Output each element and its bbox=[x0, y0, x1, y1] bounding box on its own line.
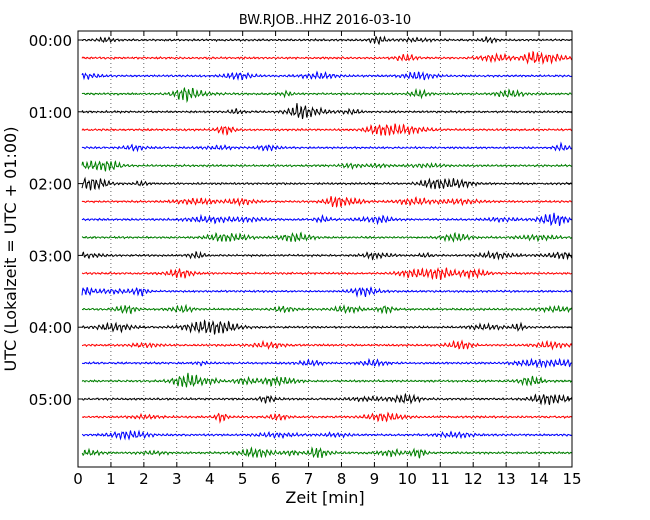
y-tick-label: 03:00 bbox=[29, 247, 72, 265]
x-tick-label: 8 bbox=[337, 470, 347, 488]
x-tick-label: 11 bbox=[431, 470, 450, 488]
x-tick-label: 12 bbox=[464, 470, 483, 488]
grid-lines bbox=[110, 31, 540, 467]
trace-line bbox=[81, 35, 573, 46]
trace-line bbox=[81, 372, 573, 388]
x-tick-label: 9 bbox=[370, 470, 380, 488]
trace-line bbox=[81, 303, 573, 315]
trace-line bbox=[81, 429, 573, 441]
trace-line bbox=[81, 103, 573, 120]
trace-line bbox=[81, 286, 573, 298]
x-tick-label: 4 bbox=[205, 470, 215, 488]
x-tick-label: 3 bbox=[172, 470, 182, 488]
trace-line bbox=[81, 250, 573, 261]
trace-line bbox=[81, 123, 573, 136]
trace-line bbox=[81, 160, 573, 172]
y-tick-label: 05:00 bbox=[29, 391, 72, 409]
x-tick-label: 1 bbox=[106, 470, 116, 488]
y-tick-label: 00:00 bbox=[29, 32, 72, 50]
trace-line bbox=[81, 196, 573, 208]
y-tick-label: 01:00 bbox=[29, 104, 72, 122]
trace-line bbox=[81, 357, 573, 369]
x-tick-label: 15 bbox=[562, 470, 581, 488]
trace-line bbox=[81, 411, 573, 424]
x-tick-label: 10 bbox=[398, 470, 417, 488]
y-tick-label: 02:00 bbox=[29, 176, 72, 194]
y-axis-ticks: 00:00 01:00 02:00 03:00 04:00 05:00 bbox=[29, 32, 572, 409]
trace-line bbox=[81, 231, 573, 243]
x-tick-label: 14 bbox=[530, 470, 549, 488]
trace-line bbox=[81, 70, 573, 81]
trace-line bbox=[81, 266, 573, 281]
x-tick-label: 0 bbox=[73, 470, 83, 488]
trace-line bbox=[81, 50, 573, 66]
x-tick-label: 6 bbox=[271, 470, 281, 488]
plot-background bbox=[78, 31, 572, 467]
x-tick-label: 7 bbox=[304, 470, 314, 488]
x-axis-ticks: 0 1 2 3 4 5 6 7 8 9 10 11 12 13 14 15 bbox=[73, 31, 582, 488]
x-tick-label: 13 bbox=[497, 470, 516, 488]
x-axis-label: Zeit [min] bbox=[285, 488, 364, 507]
y-axis-label: UTC (Lokalzeit = UTC + 01:00) bbox=[1, 127, 20, 372]
x-tick-label: 5 bbox=[238, 470, 248, 488]
trace-line bbox=[81, 141, 573, 153]
trace-line bbox=[81, 86, 573, 104]
trace-line bbox=[81, 319, 573, 335]
plot-frame bbox=[77, 30, 573, 468]
x-tick-label: 2 bbox=[139, 470, 149, 488]
chart-title: BW.RJOB..HHZ 2016-03-10 bbox=[239, 13, 411, 28]
trace-line bbox=[81, 392, 573, 406]
trace-line bbox=[81, 339, 573, 351]
y-tick-label: 04:00 bbox=[29, 319, 72, 337]
trace-line bbox=[81, 212, 573, 227]
seismic-traces bbox=[81, 35, 573, 459]
trace-line bbox=[81, 446, 573, 459]
trace-line bbox=[81, 176, 572, 191]
